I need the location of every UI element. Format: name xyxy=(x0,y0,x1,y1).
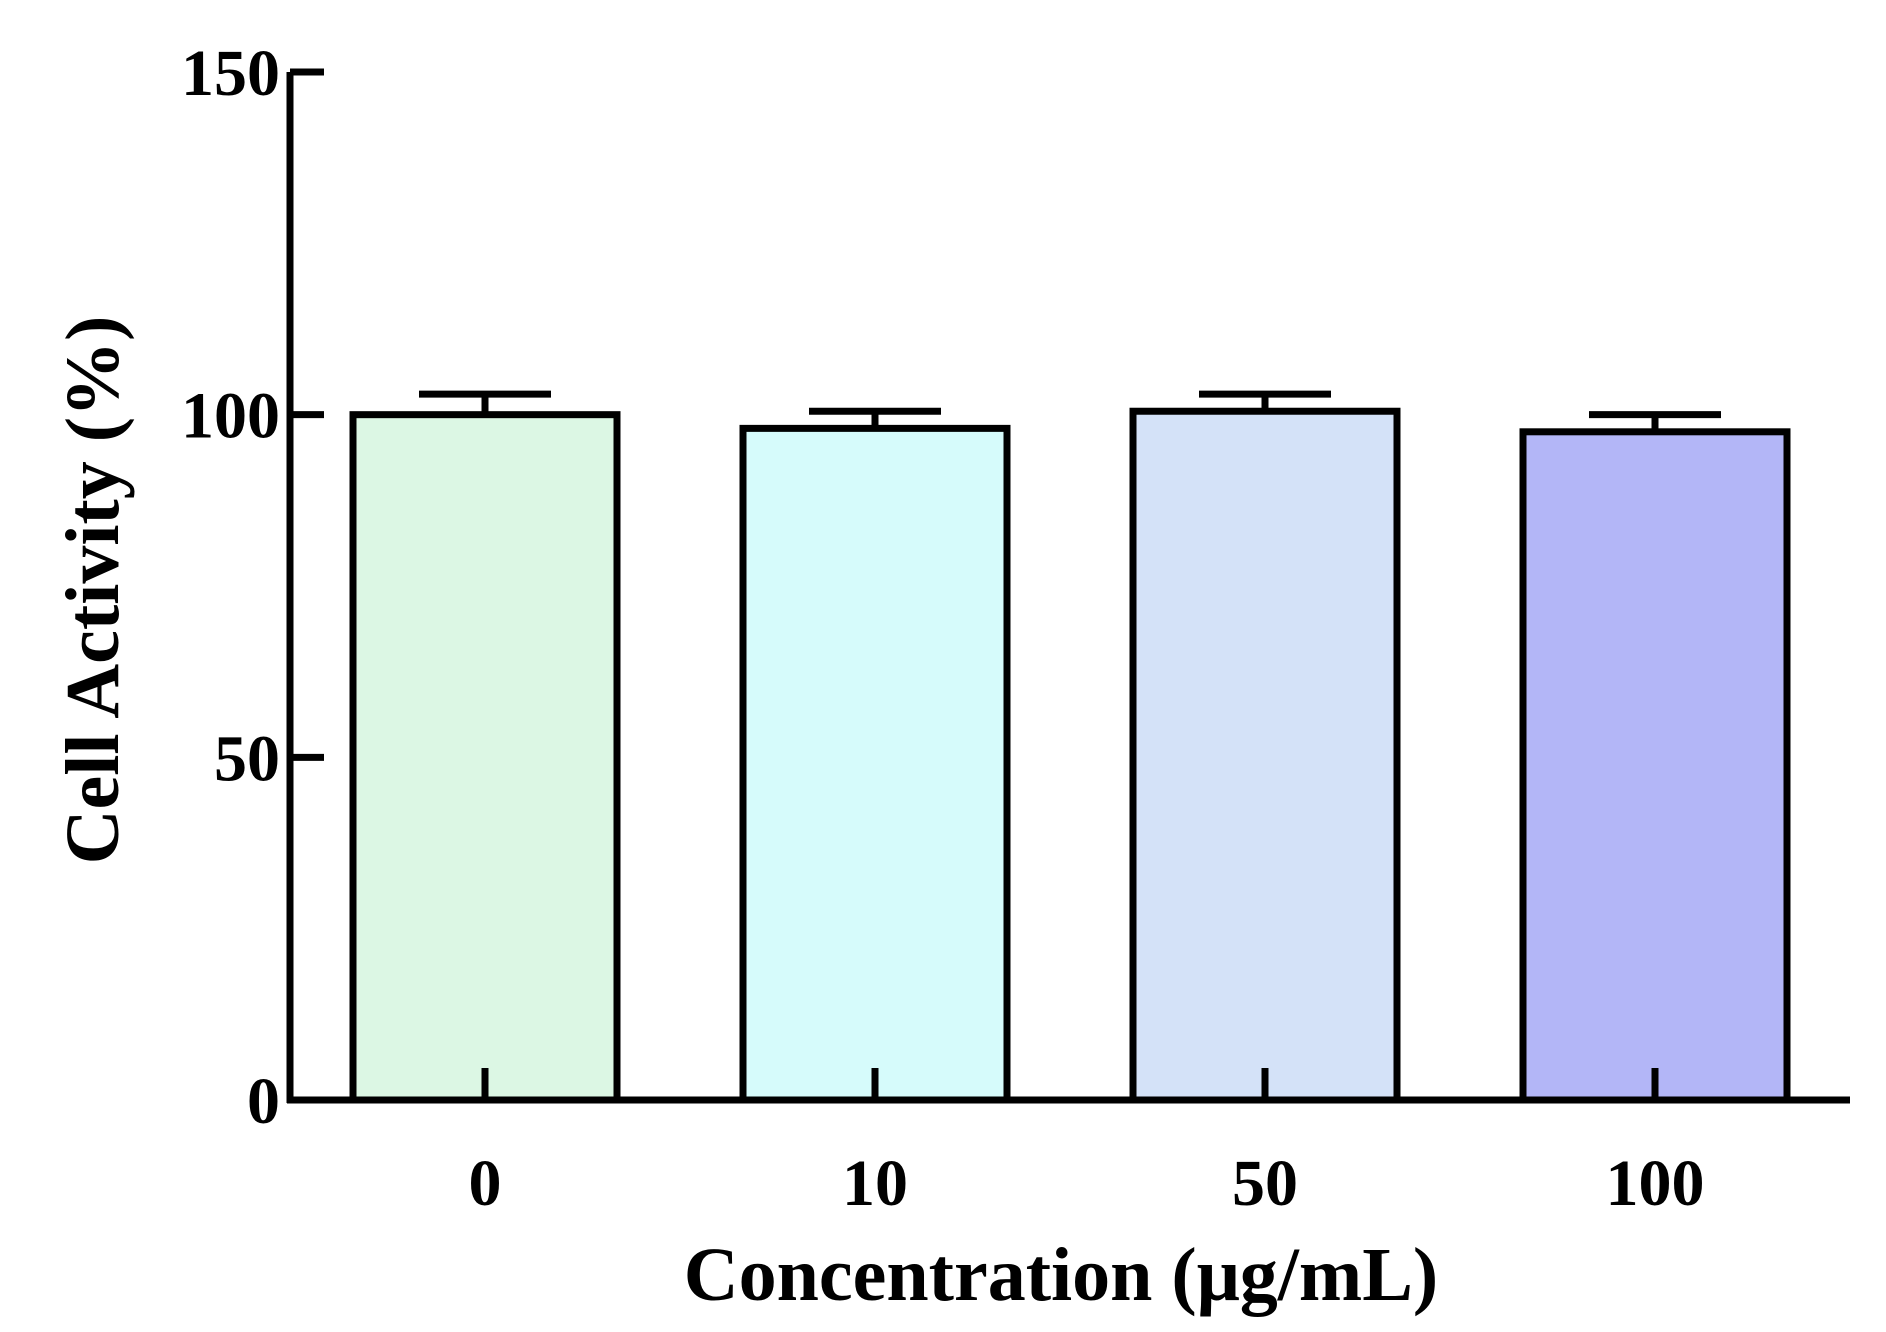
y-tick-label: 150 xyxy=(181,37,280,110)
x-tick-label: 0 xyxy=(469,1147,502,1220)
x-tick-label: 10 xyxy=(842,1147,908,1220)
x-tick-label: 100 xyxy=(1606,1147,1705,1220)
y-tick-label: 50 xyxy=(214,722,280,795)
bar-10 xyxy=(739,424,1011,1104)
y-ticks-layer: 0 50 100 150 xyxy=(181,37,324,1138)
y-axis-title: Cell Activity (%) xyxy=(51,316,135,865)
x-tick-label: 50 xyxy=(1232,1147,1298,1220)
bar-0 xyxy=(349,411,621,1104)
bars-layer xyxy=(349,407,1791,1104)
y-tick-label: 0 xyxy=(247,1065,280,1138)
x-axis-title: Concentration (μg/mL) xyxy=(684,1233,1438,1317)
axes-layer xyxy=(286,72,1850,1104)
bar-50 xyxy=(1129,407,1401,1104)
y-tick-label: 100 xyxy=(181,380,280,453)
bar-100 xyxy=(1519,428,1791,1104)
x-ticks-layer: 0 10 50 100 xyxy=(469,1068,1705,1220)
error-bars-layer xyxy=(419,390,1721,432)
